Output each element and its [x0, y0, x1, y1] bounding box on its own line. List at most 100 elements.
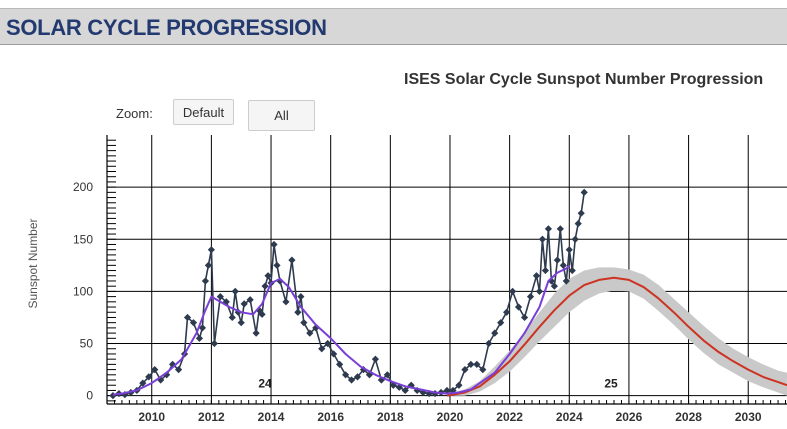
observed-point [568, 266, 576, 275]
observed-point [282, 298, 290, 306]
observed-point [210, 339, 218, 348]
smoothed-line [112, 264, 571, 396]
observed-point [538, 235, 547, 243]
observed-point [252, 329, 260, 337]
x-tick-label: 2030 [735, 410, 762, 424]
observed-point [109, 392, 117, 400]
observed-point [535, 287, 544, 295]
observed-point [503, 308, 511, 316]
observed-point [258, 310, 266, 318]
observed-point [151, 365, 159, 374]
observed-point [246, 296, 254, 304]
observed-point [198, 324, 207, 332]
observed-point [288, 256, 296, 264]
observed-point [216, 293, 224, 301]
observed-point [240, 300, 248, 308]
observed-point [312, 324, 320, 332]
observed-line [112, 192, 585, 397]
zoom-all-button[interactable]: All [248, 100, 315, 131]
observed-point [228, 313, 236, 322]
zoom-label: Zoom: [116, 106, 153, 121]
observed-point [556, 225, 564, 233]
observed-point [169, 360, 177, 368]
observed-point [273, 261, 281, 269]
chart-title: ISES Solar Cycle Sunspot Number Progress… [404, 71, 764, 88]
observed-point [341, 371, 350, 379]
observed-point [514, 303, 523, 311]
observed-point [559, 261, 567, 269]
observed-point [204, 261, 213, 269]
observed-point [300, 319, 308, 327]
observed-point [467, 360, 475, 368]
observed-point [145, 373, 153, 381]
x-tick-label: 2018 [377, 410, 404, 424]
observed-point [491, 329, 499, 337]
x-tick-label: 2012 [198, 410, 225, 424]
observed-point [571, 235, 579, 243]
observed-point [473, 360, 481, 368]
observed-point [297, 293, 305, 301]
observed-point [485, 339, 493, 348]
y-tick-label: 200 [73, 180, 93, 194]
observed-point [443, 386, 451, 395]
zoom-default-button[interactable]: Default [173, 99, 234, 125]
observed-point [541, 266, 550, 275]
observed-point [157, 376, 165, 384]
observed-point [336, 360, 344, 368]
observed-point [371, 355, 380, 363]
observed-point [353, 373, 362, 381]
x-tick-label: 2022 [496, 410, 523, 424]
observed-point [532, 272, 541, 280]
observed-point [479, 365, 487, 374]
observed-point [139, 379, 147, 387]
y-tick-label: 100 [73, 284, 93, 298]
observed-point [261, 282, 269, 290]
page-title: SOLAR CYCLE PROGRESSION [6, 15, 327, 40]
observed-point [383, 371, 391, 379]
observed-point [294, 308, 302, 316]
observed-point [195, 334, 204, 342]
observed-point [365, 371, 374, 379]
x-tick-label: 2010 [138, 410, 165, 424]
observed-point [401, 386, 409, 395]
observed-point [520, 313, 529, 322]
plot-area [109, 188, 787, 400]
observed-point [577, 209, 585, 217]
cycle-label: 24 [258, 376, 272, 390]
observed-point [497, 319, 505, 327]
observed-point [324, 339, 332, 348]
x-tick-label: 2024 [556, 410, 583, 424]
observed-point [553, 256, 561, 264]
observed-point [163, 371, 171, 379]
observed-point [562, 277, 570, 285]
x-tick-label: 2016 [317, 410, 344, 424]
observed-point [550, 282, 558, 290]
observed-point [565, 246, 573, 254]
observed-point [461, 365, 469, 374]
x-tick-label: 2026 [616, 410, 643, 424]
predicted-line [446, 276, 787, 397]
observed-point [183, 313, 192, 322]
header-bar: SOLAR CYCLE PROGRESSION [0, 8, 787, 45]
y-tick-label: 50 [80, 337, 94, 351]
observed-point [330, 350, 338, 358]
y-tick-label: 150 [73, 232, 93, 246]
observed-point [306, 329, 314, 337]
observed-point [237, 319, 245, 327]
observed-point [547, 277, 555, 285]
observed-point [318, 345, 326, 353]
observed-point [207, 246, 215, 254]
x-tick-label: 2014 [258, 410, 285, 424]
observed-point [544, 225, 553, 233]
y-tick-label: 0 [86, 389, 93, 403]
observed-point [264, 272, 272, 280]
observed-point [526, 293, 535, 301]
cycle-label: 25 [604, 376, 618, 390]
observed-point [231, 287, 239, 295]
observed-point [574, 220, 582, 228]
observed-point [270, 240, 278, 249]
observed-point [347, 376, 356, 384]
x-tick-label: 2020 [437, 410, 464, 424]
observed-point [189, 319, 198, 327]
